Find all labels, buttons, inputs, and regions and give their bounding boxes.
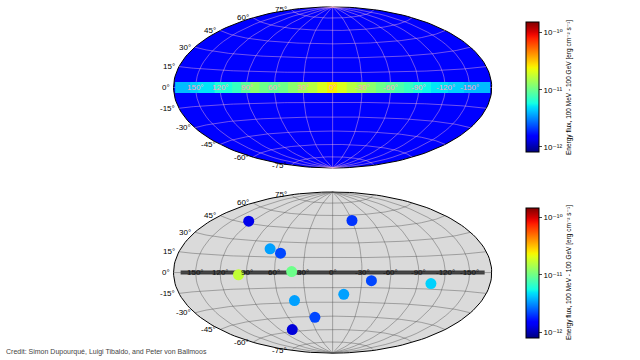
svg-text:15°: 15° — [163, 247, 175, 256]
svg-text:-60°: -60° — [383, 83, 398, 92]
svg-text:45°: 45° — [204, 26, 216, 35]
svg-text:-30°: -30° — [355, 83, 370, 92]
svg-text:-150°: -150° — [460, 268, 479, 277]
svg-text:30°: 30° — [179, 228, 191, 237]
svg-text:30°: 30° — [179, 43, 191, 52]
svg-text:60°: 60° — [237, 198, 249, 207]
svg-text:-120°: -120° — [436, 83, 455, 92]
svg-text:-60°: -60° — [234, 338, 249, 347]
svg-text:120°: 120° — [212, 268, 229, 277]
svg-text:15°: 15° — [163, 62, 175, 71]
svg-text:-90°: -90° — [411, 268, 426, 277]
svg-text:10⁻¹¹: 10⁻¹¹ — [544, 86, 563, 95]
svg-text:10⁻¹⁰: 10⁻¹⁰ — [544, 28, 563, 37]
svg-text:-150°: -150° — [460, 83, 479, 92]
svg-text:-60°: -60° — [234, 153, 249, 162]
svg-text:-45°: -45° — [201, 140, 216, 149]
svg-text:75°: 75° — [275, 5, 287, 14]
svg-text:10⁻¹²: 10⁻¹² — [544, 328, 563, 337]
svg-text:90°: 90° — [241, 83, 253, 92]
svg-text:90°: 90° — [241, 268, 253, 277]
svg-text:10⁻¹⁰: 10⁻¹⁰ — [544, 213, 563, 222]
svg-text:-45°: -45° — [201, 325, 216, 334]
svg-text:30°: 30° — [297, 83, 309, 92]
svg-text:60°: 60° — [268, 83, 280, 92]
svg-text:-15°: -15° — [160, 289, 175, 298]
svg-text:-15°: -15° — [160, 104, 175, 113]
svg-text:0°: 0° — [329, 268, 337, 277]
svg-text:30°: 30° — [297, 268, 309, 277]
svg-text:45°: 45° — [204, 211, 216, 220]
svg-text:60°: 60° — [237, 13, 249, 22]
svg-text:-60°: -60° — [383, 268, 398, 277]
svg-text:-30°: -30° — [355, 268, 370, 277]
svg-text:0°: 0° — [329, 83, 337, 92]
svg-text:0°: 0° — [162, 83, 170, 92]
svg-text:10⁻¹¹: 10⁻¹¹ — [544, 271, 563, 280]
svg-text:-120°: -120° — [436, 268, 455, 277]
svg-text:-30°: -30° — [176, 123, 191, 132]
svg-text:150°: 150° — [187, 268, 204, 277]
svg-text:-75°: -75° — [272, 161, 287, 170]
svg-text:10⁻¹²: 10⁻¹² — [544, 143, 563, 152]
svg-text:-30°: -30° — [176, 308, 191, 317]
svg-text:-75°: -75° — [272, 346, 287, 355]
svg-text:-90°: -90° — [411, 83, 426, 92]
svg-text:150°: 150° — [187, 83, 204, 92]
svg-text:60°: 60° — [268, 268, 280, 277]
svg-text:Energy flux, 100 MeV - 100 GeV: Energy flux, 100 MeV - 100 GeV [erg cm⁻²… — [565, 20, 573, 155]
svg-text:Credit: Simon Dupourqué, Luigi: Credit: Simon Dupourqué, Luigi Tibaldo, … — [6, 348, 207, 356]
svg-text:0°: 0° — [162, 268, 170, 277]
svg-text:75°: 75° — [275, 190, 287, 199]
svg-text:Energy flux, 100 MeV - 100 GeV: Energy flux, 100 MeV - 100 GeV [erg cm⁻²… — [565, 205, 573, 340]
svg-text:120°: 120° — [212, 83, 229, 92]
